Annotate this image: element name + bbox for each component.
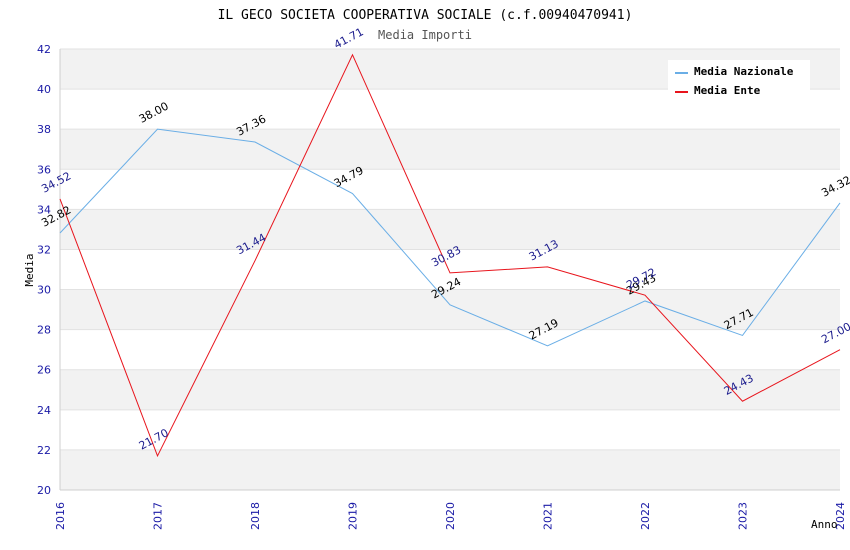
y-tick-label: 24 — [37, 404, 51, 417]
grid-band — [60, 449, 840, 490]
x-tick-label: 2021 — [542, 502, 555, 530]
legend-label-media-ente: Media Ente — [694, 84, 761, 97]
x-tick-label: 2019 — [347, 502, 360, 530]
grid-bands — [60, 49, 840, 490]
x-tick-label: 2020 — [444, 502, 457, 530]
y-tick-label: 26 — [37, 364, 51, 377]
y-tick-label: 38 — [37, 123, 51, 136]
data-label-media-nazionale: 34.32 — [819, 173, 850, 199]
x-tick-label: 2023 — [737, 502, 750, 530]
data-label-media-ente: 21.70 — [137, 426, 171, 452]
x-tick-labels: 2016 2017 2018 2019 2020 2021 2022 2023 2024 — [54, 502, 847, 530]
x-tick-label: 2022 — [639, 502, 652, 530]
series-line-media-nazionale — [59, 128, 841, 347]
x-tick-label: 2017 — [152, 502, 165, 530]
grid-lines — [60, 48, 840, 491]
y-tick-label: 36 — [37, 163, 51, 176]
y-tick-label: 42 — [37, 43, 51, 56]
grid-band — [60, 209, 840, 250]
x-tick-label: 2016 — [54, 502, 67, 530]
y-tick-label: 32 — [37, 243, 51, 256]
y-axis-label: Media — [23, 253, 36, 286]
y-tick-labels: 20 22 24 26 28 30 32 34 36 38 40 42 — [37, 43, 51, 497]
series-lines — [59, 53, 841, 458]
y-tick-label: 22 — [37, 444, 51, 457]
chart-title: IL GECO SOCIETA COOPERATIVA SOCIALE (c.f… — [218, 8, 633, 23]
x-axis-label: Anno — [811, 518, 838, 531]
series-line-media-ente — [59, 53, 841, 458]
y-tick-label: 40 — [37, 83, 51, 96]
grid-band — [60, 289, 840, 330]
chart-subtitle: Media Importi — [378, 28, 472, 42]
y-tick-label: 34 — [37, 203, 51, 216]
grid-band — [60, 129, 840, 170]
y-tick-label: 28 — [37, 324, 51, 337]
y-tick-label: 20 — [37, 484, 51, 497]
legend-box — [668, 60, 810, 101]
y-tick-label: 30 — [37, 284, 51, 297]
data-label-media-nazionale: 38.00 — [137, 100, 171, 126]
legend-label-media-nazionale: Media Nazionale — [694, 65, 794, 78]
x-tick-label: 2024 — [834, 502, 847, 530]
legend: Media Nazionale Media Ente — [668, 60, 810, 101]
data-label-media-ente: 41.71 — [332, 25, 366, 51]
x-tick-label: 2018 — [249, 502, 262, 530]
